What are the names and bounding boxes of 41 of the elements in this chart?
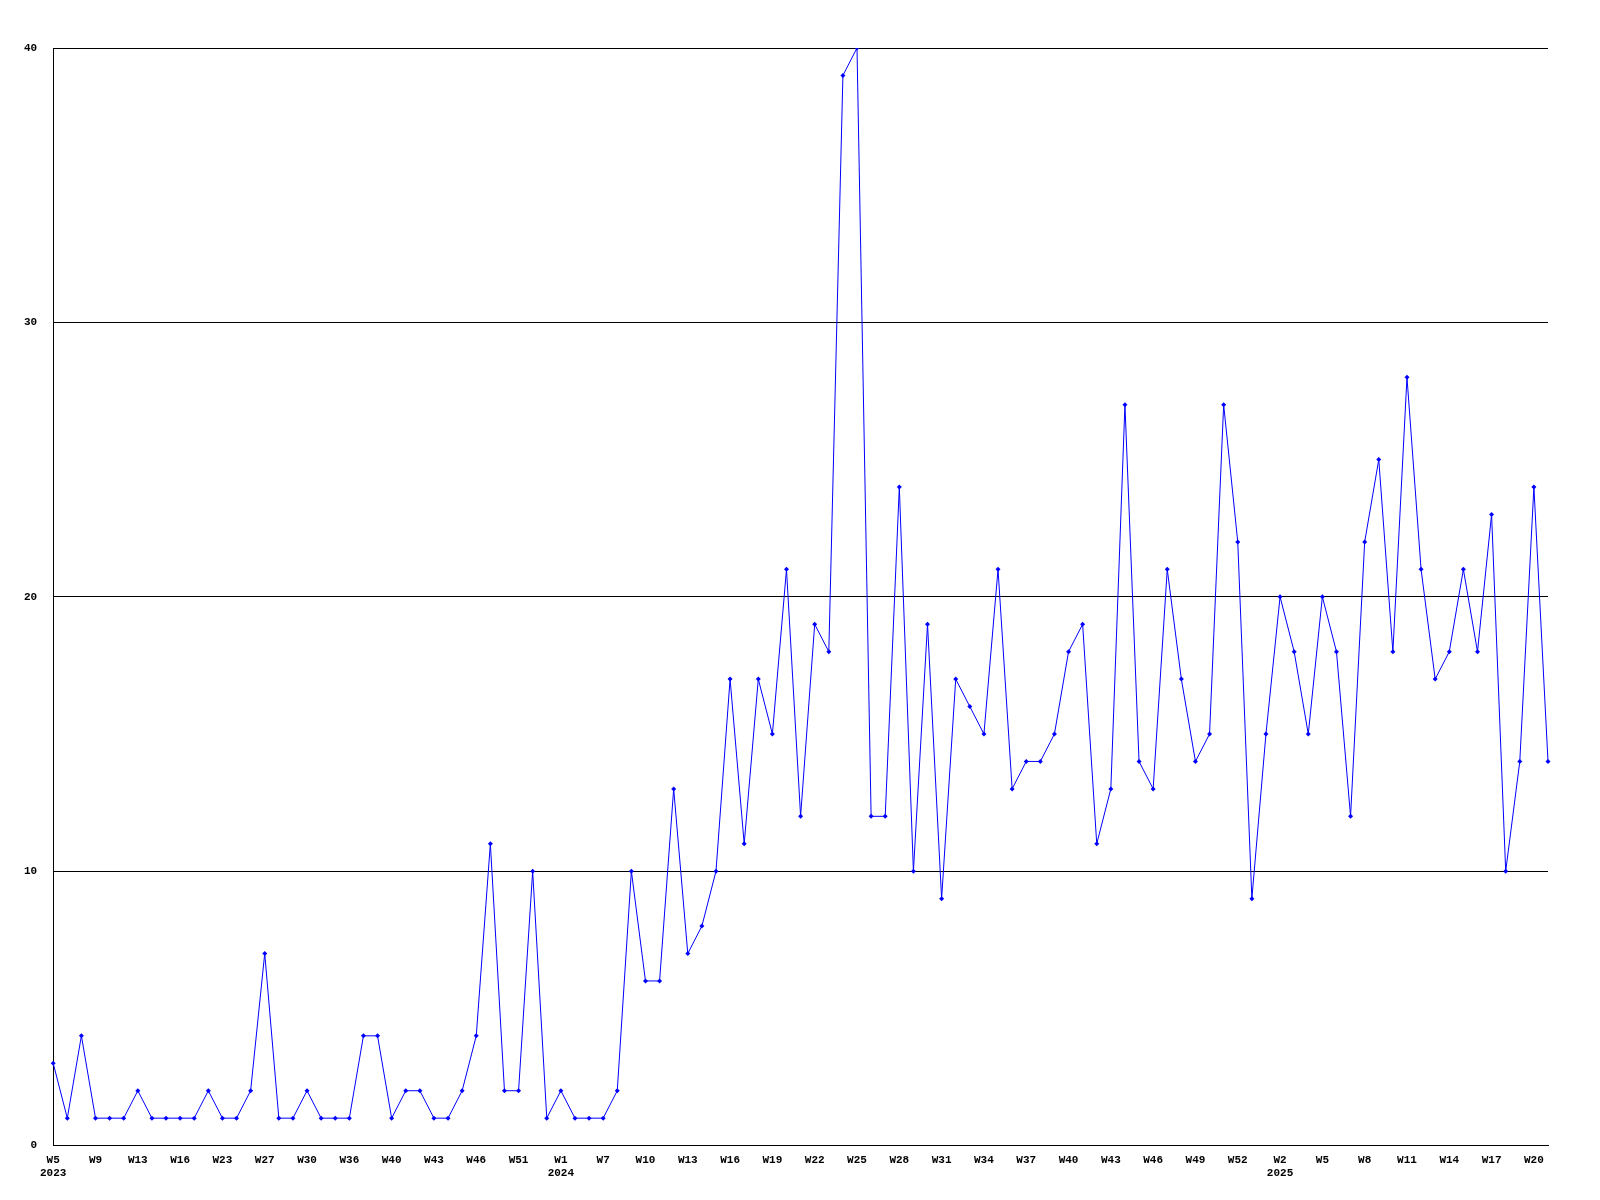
x-tick-label: W16 [720, 1153, 740, 1166]
x-tick-label: W34 [974, 1153, 995, 1166]
y-tick-label: 0 [30, 1139, 38, 1152]
x-tick-label: W7 [596, 1153, 610, 1166]
x-tick-label: W40 [1058, 1153, 1079, 1166]
x-tick-label: W9 [88, 1153, 103, 1166]
x-tick-label: W23 [212, 1153, 233, 1166]
x-tick-label: W22 [804, 1153, 825, 1166]
x-tick-label: W43 [1100, 1153, 1122, 1166]
x-tick-label: W27 [254, 1153, 275, 1166]
x-tick-label: W36 [339, 1153, 360, 1166]
x-tick-label: W20 [1523, 1153, 1544, 1166]
x-tick-label: W25 [847, 1153, 868, 1166]
x-tick-label: W28 [889, 1153, 910, 1166]
x-tick-label: W8 [1358, 1153, 1372, 1166]
x-tick-label: W51 [508, 1153, 529, 1166]
x-tick-label: W13 [127, 1153, 149, 1166]
x-tick-label: W2 2025 [1266, 1153, 1294, 1180]
x-tick-label: W1 2024 [547, 1153, 575, 1180]
x-tick-label: W5 [1315, 1153, 1330, 1166]
x-tick-label: W5 2023 [40, 1153, 67, 1180]
x-tick-label: W11 [1397, 1153, 1418, 1166]
y-tick-label: 10 [24, 864, 38, 877]
x-tick-label: W43 [424, 1153, 445, 1166]
x-tick-label: W30 [297, 1153, 317, 1166]
x-tick-label: W46 [1143, 1153, 1164, 1166]
x-tick-label: W49 [1185, 1153, 1206, 1166]
x-tick-label: W19 [762, 1153, 783, 1166]
y-tick-label: 20 [24, 590, 38, 603]
x-tick-label: W46 [466, 1153, 487, 1166]
x-tick-label: W17 [1481, 1153, 1502, 1166]
x-tick-label: W14 [1439, 1153, 1460, 1166]
x-tick-label: W10 [635, 1153, 656, 1166]
x-tick-label: W40 [381, 1153, 402, 1166]
x-tick-label: W31 [931, 1153, 952, 1166]
x-tick-label: W37 [1016, 1153, 1037, 1166]
x-tick-label: W16 [170, 1153, 191, 1166]
x-tick-label: W13 [677, 1153, 699, 1166]
y-tick-label: 40 [24, 41, 38, 54]
y-tick-label: 30 [24, 316, 38, 329]
x-tick-label: W52 [1227, 1153, 1248, 1166]
